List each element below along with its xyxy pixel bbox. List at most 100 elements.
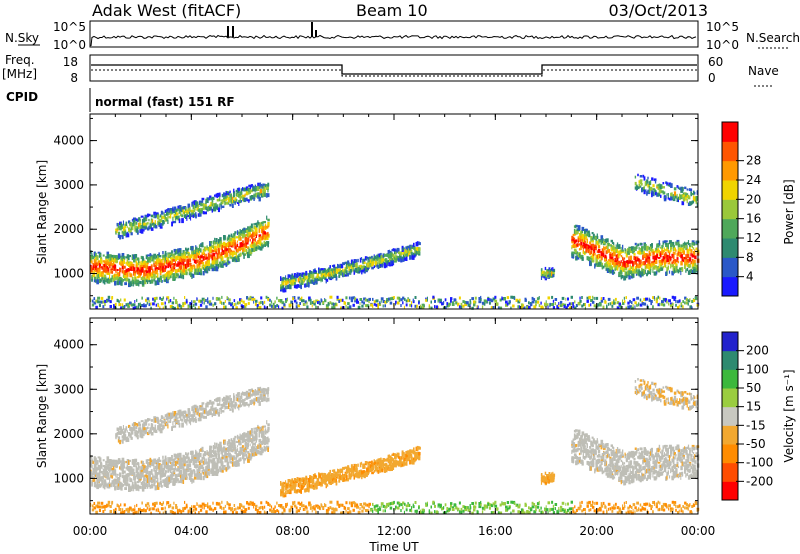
power-cell xyxy=(149,259,152,263)
power-cell xyxy=(207,260,210,265)
power-cell xyxy=(132,303,136,307)
power-cell xyxy=(404,249,406,254)
power-cell xyxy=(653,189,656,193)
power-cell xyxy=(322,301,325,304)
power-cell xyxy=(178,253,182,258)
velocity-cell xyxy=(163,465,165,470)
velocity-cell xyxy=(211,457,213,461)
velocity-cell xyxy=(200,476,203,481)
power-cell xyxy=(119,235,122,240)
power-cell xyxy=(663,262,667,268)
power-cell xyxy=(464,300,467,304)
velocity-cell xyxy=(90,464,93,468)
power-cell xyxy=(308,296,311,300)
power-cell xyxy=(319,269,322,273)
power-cell xyxy=(167,219,169,224)
power-cell xyxy=(112,265,114,268)
power-cell xyxy=(292,297,295,301)
velocity-cell xyxy=(109,469,111,473)
power-cell xyxy=(512,295,516,299)
power-cell xyxy=(690,253,692,257)
power-cell xyxy=(416,241,419,247)
power-cell xyxy=(197,203,200,207)
power-cell xyxy=(264,225,266,229)
power-cell xyxy=(205,253,207,258)
power-cell xyxy=(239,236,242,241)
power-cell xyxy=(654,192,658,196)
power-cell xyxy=(367,266,369,270)
power-cell xyxy=(606,269,610,273)
power-cell xyxy=(119,276,122,281)
power-cell xyxy=(254,236,256,242)
power-cell xyxy=(168,216,170,219)
power-cell xyxy=(660,246,662,249)
power-cell xyxy=(608,249,610,253)
velocity-cell xyxy=(196,457,198,462)
power-cell xyxy=(361,266,363,271)
power-cell xyxy=(598,303,602,307)
power-cell xyxy=(206,261,208,266)
power-cell xyxy=(286,279,288,282)
power-cell xyxy=(546,272,548,278)
power-cell xyxy=(186,210,189,214)
power-cell xyxy=(91,252,93,257)
power-cell xyxy=(680,302,682,306)
power-cell xyxy=(226,260,230,265)
velocity-cell xyxy=(145,480,148,485)
velocity-cell xyxy=(107,464,110,467)
power-cell xyxy=(107,298,110,302)
power-cell xyxy=(627,260,629,265)
power-cell xyxy=(581,304,584,308)
power-cell xyxy=(343,272,346,277)
power-cell xyxy=(214,206,217,212)
power-cell xyxy=(178,218,181,224)
power-cell xyxy=(644,189,647,192)
power-cell xyxy=(128,279,130,284)
power-cell xyxy=(281,301,285,305)
power-cell xyxy=(287,280,289,284)
power-cell xyxy=(233,252,236,256)
velocity-cell xyxy=(174,465,176,471)
power-cell xyxy=(437,298,441,302)
power-cell xyxy=(196,297,198,301)
power-cell xyxy=(198,251,200,256)
power-cell xyxy=(641,267,643,271)
power-cell xyxy=(419,304,421,308)
velocity-cell xyxy=(173,479,176,485)
power-cell xyxy=(685,270,687,273)
power-cell xyxy=(681,194,684,198)
power-cell xyxy=(680,247,683,250)
power-cell xyxy=(267,222,270,226)
power-cell xyxy=(255,231,258,236)
velocity-cell xyxy=(158,459,162,463)
power-cell xyxy=(641,270,643,275)
nsky-label: N.Sky xyxy=(5,31,39,45)
power-cell xyxy=(261,193,264,198)
power-cell xyxy=(615,256,617,261)
power-cell xyxy=(600,240,603,245)
power-cell xyxy=(102,305,105,309)
power-cell xyxy=(121,265,124,270)
power-cell xyxy=(244,193,246,197)
velocity-cell xyxy=(183,471,187,477)
power-cell xyxy=(657,269,661,273)
power-cell xyxy=(152,302,155,306)
power-cell xyxy=(609,253,611,259)
power-cell xyxy=(406,252,408,257)
power-cell xyxy=(225,191,228,195)
power-cell xyxy=(669,304,673,308)
power-cell xyxy=(600,257,602,261)
velocity-cell xyxy=(173,459,176,464)
power-cell xyxy=(418,248,421,254)
velocity-cell xyxy=(181,457,184,462)
power-cell xyxy=(622,256,624,261)
power-cell xyxy=(673,298,676,301)
power-cell xyxy=(696,202,698,208)
power-cell xyxy=(589,251,592,256)
power-cell xyxy=(407,248,411,254)
power-cell xyxy=(480,295,482,299)
power-cell xyxy=(136,298,138,302)
power-cell xyxy=(547,274,550,278)
power-cell xyxy=(256,305,259,309)
